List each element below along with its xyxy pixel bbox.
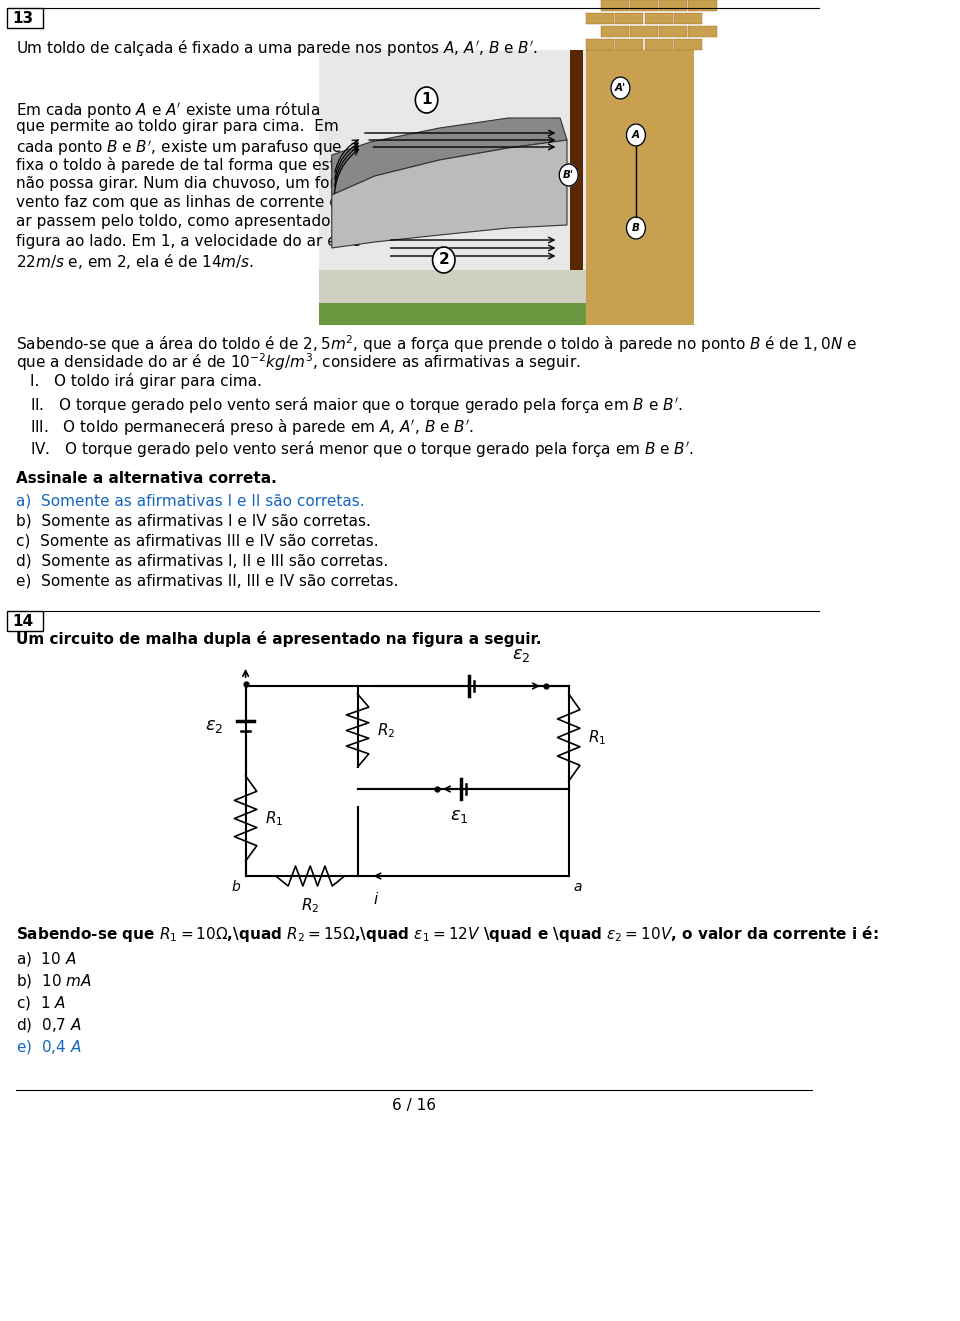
Text: III.   O toldo permanecerá preso à parede em $A$, $A'$, $B$ e $B'$.: III. O toldo permanecerá preso à parede … bbox=[30, 417, 474, 437]
Text: Sabendo-se que $R_1 = 10\Omega$,\quad $R_2 = 15\Omega$,\quad $\varepsilon_1 = 12: Sabendo-se que $R_1 = 10\Omega$,\quad $R… bbox=[15, 923, 878, 945]
Text: 13: 13 bbox=[12, 11, 34, 26]
Bar bbox=[319, 269, 586, 303]
Bar bbox=[674, 38, 702, 50]
Circle shape bbox=[433, 247, 455, 273]
Text: d)  Somente as afirmativas I, II e III são corretas.: d) Somente as afirmativas I, II e III sã… bbox=[15, 553, 388, 568]
Text: II.   O torque gerado pelo vento será maior que o torque gerado pela força em $B: II. O torque gerado pelo vento será maio… bbox=[30, 395, 683, 415]
Text: 1: 1 bbox=[421, 92, 432, 107]
Text: $\varepsilon_2$: $\varepsilon_2$ bbox=[512, 646, 531, 664]
Text: b)  10 $mA$: b) 10 $mA$ bbox=[15, 972, 91, 989]
Text: c)  1 $A$: c) 1 $A$ bbox=[15, 993, 65, 1012]
Circle shape bbox=[627, 217, 645, 239]
Text: a)  Somente as afirmativas I e II são corretas.: a) Somente as afirmativas I e II são cor… bbox=[15, 493, 364, 509]
Text: a)  10 $A$: a) 10 $A$ bbox=[15, 950, 76, 968]
Bar bbox=[601, 25, 629, 37]
Text: cada ponto $B$ e $B'$, existe um parafuso que: cada ponto $B$ e $B'$, existe um parafus… bbox=[15, 137, 342, 157]
Bar bbox=[674, 12, 702, 24]
Text: 2: 2 bbox=[439, 252, 449, 267]
Bar bbox=[688, 25, 716, 37]
Text: I.   O toldo irá girar para cima.: I. O toldo irá girar para cima. bbox=[30, 373, 262, 388]
Bar bbox=[630, 0, 658, 11]
Text: Assinale a alternativa correta.: Assinale a alternativa correta. bbox=[15, 472, 276, 486]
Text: 14: 14 bbox=[12, 614, 34, 629]
Text: d)  0,7 $A$: d) 0,7 $A$ bbox=[15, 1016, 82, 1034]
Text: $22m/s$ e, em 2, ela é de $14m/s$.: $22m/s$ e, em 2, ela é de $14m/s$. bbox=[15, 252, 253, 271]
Text: b)  Somente as afirmativas I e IV são corretas.: b) Somente as afirmativas I e IV são cor… bbox=[15, 513, 371, 528]
Text: IV.   O torque gerado pelo vento será menor que o torque gerado pela força em $B: IV. O torque gerado pelo vento será meno… bbox=[30, 439, 694, 458]
Text: A: A bbox=[632, 129, 640, 140]
Polygon shape bbox=[332, 118, 567, 196]
Bar bbox=[7, 612, 43, 631]
Text: $R_2$: $R_2$ bbox=[301, 896, 320, 914]
Text: B': B' bbox=[564, 170, 574, 180]
Text: figura ao lado. Em 1, a velocidade do ar é de: figura ao lado. Em 1, a velocidade do ar… bbox=[15, 232, 360, 248]
Text: $R_2$: $R_2$ bbox=[376, 721, 395, 740]
Text: b: b bbox=[231, 880, 240, 894]
Text: B: B bbox=[632, 223, 640, 232]
Bar bbox=[319, 269, 586, 325]
Text: Um toldo de calçada é fixado a uma parede nos pontos $A$, $A'$, $B$ e $B'$.: Um toldo de calçada é fixado a uma pared… bbox=[15, 38, 538, 58]
Text: Em cada ponto $A$ e $A'$ existe uma rótula: Em cada ponto $A$ e $A'$ existe uma rótu… bbox=[15, 100, 320, 120]
Text: Sabendo-se que a área do toldo é de $2,5m^2$, que a força que prende o toldo à p: Sabendo-se que a área do toldo é de $2,5… bbox=[15, 333, 856, 355]
Circle shape bbox=[611, 77, 630, 99]
Text: que a densidade do ar é de $10^{-2}kg/m^3$, considere as afirmativas a seguir.: que a densidade do ar é de $10^{-2}kg/m^… bbox=[15, 351, 580, 373]
Circle shape bbox=[560, 164, 578, 186]
Bar bbox=[601, 0, 629, 11]
Bar bbox=[644, 12, 673, 24]
Bar bbox=[615, 12, 643, 24]
Bar bbox=[660, 0, 687, 11]
Bar bbox=[586, 50, 694, 325]
Text: $R_1$: $R_1$ bbox=[265, 810, 283, 828]
Circle shape bbox=[416, 87, 438, 114]
Text: c)  Somente as afirmativas III e IV são corretas.: c) Somente as afirmativas III e IV são c… bbox=[15, 532, 378, 548]
Bar bbox=[586, 38, 614, 50]
Bar bbox=[644, 38, 673, 50]
Text: Um circuito de malha dupla é apresentado na figura a seguir.: Um circuito de malha dupla é apresentado… bbox=[15, 631, 541, 647]
Bar bbox=[319, 303, 586, 325]
Text: a: a bbox=[574, 880, 583, 894]
Bar bbox=[7, 8, 43, 28]
Text: ar passem pelo toldo, como apresentado na: ar passem pelo toldo, como apresentado n… bbox=[15, 214, 354, 229]
Bar bbox=[630, 25, 658, 37]
Polygon shape bbox=[332, 140, 567, 248]
Circle shape bbox=[627, 124, 645, 147]
Text: $R_1$: $R_1$ bbox=[588, 728, 606, 746]
Bar bbox=[688, 0, 716, 11]
Bar bbox=[660, 25, 687, 37]
Text: 6 / 16: 6 / 16 bbox=[392, 1098, 436, 1114]
Text: não possa girar. Num dia chuvoso, um forte: não possa girar. Num dia chuvoso, um for… bbox=[15, 176, 351, 192]
Text: $\varepsilon_2$: $\varepsilon_2$ bbox=[204, 717, 223, 734]
Text: $\varepsilon_1$: $\varepsilon_1$ bbox=[449, 807, 468, 826]
Text: e)  0,4 $A$: e) 0,4 $A$ bbox=[15, 1038, 81, 1055]
Bar bbox=[570, 50, 583, 325]
Text: e)  Somente as afirmativas II, III e IV são corretas.: e) Somente as afirmativas II, III e IV s… bbox=[15, 573, 397, 588]
Text: que permite ao toldo girar para cima.  Em: que permite ao toldo girar para cima. Em bbox=[15, 119, 338, 133]
Bar bbox=[615, 38, 643, 50]
Text: fixa o toldo à parede de tal forma que este: fixa o toldo à parede de tal forma que e… bbox=[15, 157, 345, 173]
Bar bbox=[319, 50, 694, 325]
Text: vento faz com que as linhas de corrente de: vento faz com que as linhas de corrente … bbox=[15, 196, 348, 210]
Text: A': A' bbox=[614, 83, 626, 92]
Bar bbox=[586, 12, 614, 24]
Text: $i$: $i$ bbox=[373, 890, 379, 908]
